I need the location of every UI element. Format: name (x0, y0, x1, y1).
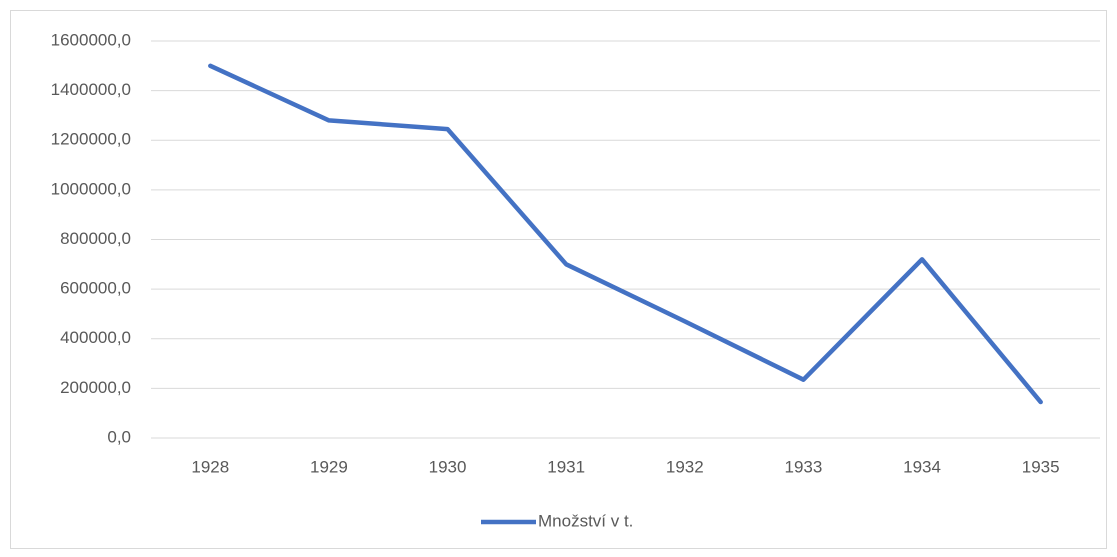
y-tick-label: 1000000,0 (51, 179, 131, 198)
x-tick-label: 1931 (547, 457, 585, 476)
data-line (208, 63, 1043, 405)
x-tick-label: 1930 (429, 457, 467, 476)
x-tick-label: 1932 (666, 457, 704, 476)
x-tick-label: 1934 (903, 457, 941, 476)
x-tick-label: 1929 (310, 457, 348, 476)
y-tick-label: 0,0 (107, 427, 131, 446)
x-tick-label: 1928 (191, 457, 229, 476)
chart-frame (10, 10, 1107, 549)
y-tick-label: 1600000,0 (51, 30, 131, 49)
y-tick-label: 1200000,0 (51, 130, 131, 149)
x-tick-label: 1933 (785, 457, 823, 476)
y-tick-label: 800000,0 (60, 229, 131, 248)
x-tick-label: 1935 (1022, 457, 1060, 476)
legend-label: Množství v t. (538, 511, 633, 530)
y-tick-label: 600000,0 (60, 279, 131, 298)
y-tick-label: 1400000,0 (51, 80, 131, 99)
y-tick-label: 400000,0 (60, 328, 131, 347)
y-tick-label: 200000,0 (60, 378, 131, 397)
